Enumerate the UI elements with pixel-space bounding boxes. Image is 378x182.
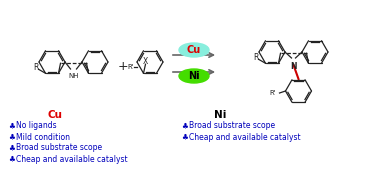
Text: Broad substrate scope: Broad substrate scope <box>189 122 275 130</box>
Ellipse shape <box>179 43 209 57</box>
Text: R: R <box>253 53 258 62</box>
Text: Ni: Ni <box>188 71 200 81</box>
Text: N: N <box>290 62 297 71</box>
Text: ♣: ♣ <box>181 132 189 141</box>
Text: Cu: Cu <box>48 110 62 120</box>
Text: Mild condition: Mild condition <box>16 132 70 141</box>
Text: No ligands: No ligands <box>16 122 57 130</box>
Text: Cheap and available catalyst: Cheap and available catalyst <box>189 132 301 141</box>
Text: ♣: ♣ <box>181 122 189 130</box>
Text: R: R <box>33 63 38 72</box>
Text: R': R' <box>127 64 134 70</box>
Text: Ni: Ni <box>214 110 226 120</box>
Text: R': R' <box>270 90 276 96</box>
Text: ♣: ♣ <box>9 155 15 163</box>
Text: X: X <box>143 57 148 66</box>
Text: Cu: Cu <box>187 45 201 55</box>
Text: ♣: ♣ <box>9 122 15 130</box>
Text: +: + <box>118 60 128 74</box>
Ellipse shape <box>179 69 209 83</box>
Text: Cheap and available catalyst: Cheap and available catalyst <box>16 155 128 163</box>
Text: Broad substrate scope: Broad substrate scope <box>16 143 102 153</box>
Text: NH: NH <box>68 73 79 79</box>
Text: ♣: ♣ <box>9 143 15 153</box>
Text: ♣: ♣ <box>9 132 15 141</box>
